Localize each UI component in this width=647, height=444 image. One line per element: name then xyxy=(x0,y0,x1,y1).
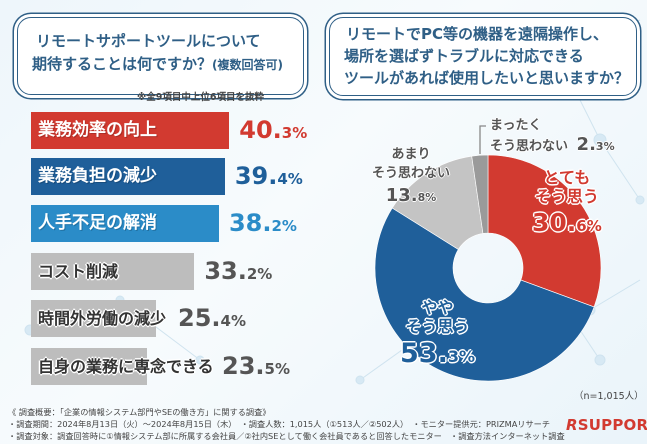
donut-label: とても そう思う 30.6% xyxy=(532,168,602,241)
right-question-line2: 場所を選ばずトラブルに対応できる xyxy=(344,47,584,65)
rsupport-logo: RSUPPORT xyxy=(566,416,647,434)
bar-label: コスト削減 xyxy=(38,262,119,281)
bar-value-int: 33. xyxy=(204,257,247,285)
logo-mark: R xyxy=(566,416,578,434)
bar-2 xyxy=(31,158,225,195)
bar-label: 業務効率の向上 xyxy=(38,120,157,140)
left-question-box xyxy=(17,17,304,95)
bar-value-frac: 4% xyxy=(220,312,246,330)
donut-label-line1: とても xyxy=(543,168,591,187)
bar-value: 39.4% xyxy=(235,158,303,198)
donut-value: 30.6% xyxy=(532,208,602,241)
donut-label: まったく そう思わない 2.3% xyxy=(490,116,615,156)
slice-not-at-all xyxy=(471,154,489,234)
footer-line3: ・調査対象：調査回答時に①情報システム部に所属する会社員／②社内SEとして働く会… xyxy=(8,431,565,441)
bar-value-int: 25. xyxy=(178,304,221,332)
bar-value: 33.2% xyxy=(204,253,272,293)
donut-value: 53.3% xyxy=(400,338,475,372)
left-question-suffix: (複数回答可) xyxy=(212,58,283,72)
bar-value-int: 39. xyxy=(234,162,278,190)
bar-6 xyxy=(31,348,147,385)
bar-label: 人手不足の解消 xyxy=(38,213,157,233)
selection-note: ※全9項目中上位6項目を抜粋 xyxy=(137,92,264,103)
donut-value-int: 2. xyxy=(576,134,596,155)
left-question-line1: リモートサポートツールについて xyxy=(36,32,261,50)
bar-value-frac: 3% xyxy=(281,124,308,142)
bar-value: 40.3% xyxy=(239,112,307,152)
sample-size-note: （n=1,015人） xyxy=(574,391,644,402)
bar-value-int: 40. xyxy=(239,116,282,144)
donut-value-int: 13. xyxy=(385,185,418,206)
slice-not-really xyxy=(391,155,484,250)
right-question-line1: リモートでPC等の機器を遠隔操作し、 xyxy=(346,25,609,43)
slice-very-much xyxy=(487,154,602,308)
bar-1 xyxy=(31,112,230,149)
bar-value: 23.5% xyxy=(222,348,290,388)
donut-label-line2: そう思う xyxy=(405,317,470,336)
donut-value: 2.3% xyxy=(577,135,615,154)
bar-value-frac: 5% xyxy=(264,360,290,378)
donut-label-line2: そう思わない xyxy=(372,166,451,181)
bar-3 xyxy=(31,205,219,242)
donut-value-frac: 3% xyxy=(595,140,615,153)
donut-value-int: 53. xyxy=(400,338,448,369)
bar-value-frac: 2% xyxy=(271,217,297,235)
donut-label: やや そう思う 53.3% xyxy=(400,298,475,372)
slice-somewhat xyxy=(374,207,595,382)
donut-label-line1: まったく xyxy=(490,118,542,133)
bar-label: 自身の業務に専念できる xyxy=(38,357,214,376)
donut-value-int: 30. xyxy=(532,208,577,237)
donut-value-frac: 8% xyxy=(417,191,437,204)
bar-5 xyxy=(31,300,156,337)
bar-value: 25.4% xyxy=(178,300,246,340)
left-question-line2-text: 期待することは何ですか？ xyxy=(32,55,213,73)
donut-label-line1: やや xyxy=(421,298,454,317)
footer-line1: 《 調査概要：「企業の情報システム部門やSEの働き方」に関する調査》 xyxy=(8,407,271,417)
donut-value-frac: 3% xyxy=(447,347,476,366)
bar-value-frac: 4% xyxy=(277,170,303,188)
right-question-box xyxy=(329,17,637,96)
survey-footer: 《 調査概要：「企業の情報システム部門やSEの働き方」に関する調査》 ・調査期間… xyxy=(8,406,565,442)
donut-label: あまりそう思わない 13.8% xyxy=(372,145,450,209)
bar-label: 業務負担の減少 xyxy=(38,166,157,186)
leader-line xyxy=(479,125,486,154)
bar-value-int: 38. xyxy=(228,209,272,237)
bar-value-frac: 2% xyxy=(246,265,273,283)
donut-label-line1: あまり xyxy=(391,147,431,162)
footer-line2: ・調査期間：2024年8月13日（火）～2024年8月15日（木） ・調査人数：… xyxy=(8,419,551,429)
bar-value: 38.2% xyxy=(229,205,297,245)
left-question-line2: 期待することは何ですか？(複数回答可) xyxy=(32,54,283,75)
right-question-line3: ツールがあれば使用したいと思いますか？ xyxy=(344,69,630,87)
bar-label: 時間外労働の減少 xyxy=(38,309,167,328)
logo-text: SUPPORT xyxy=(577,416,647,434)
donut-label-line2: そう思う xyxy=(534,187,599,206)
donut-value-frac: 6% xyxy=(576,217,602,235)
bar-value-int: 23. xyxy=(222,352,265,380)
donut-label-line2: そう思わない 2.3% xyxy=(490,134,615,155)
donut-value: 13.8% xyxy=(372,185,450,209)
bar-4 xyxy=(31,253,195,290)
